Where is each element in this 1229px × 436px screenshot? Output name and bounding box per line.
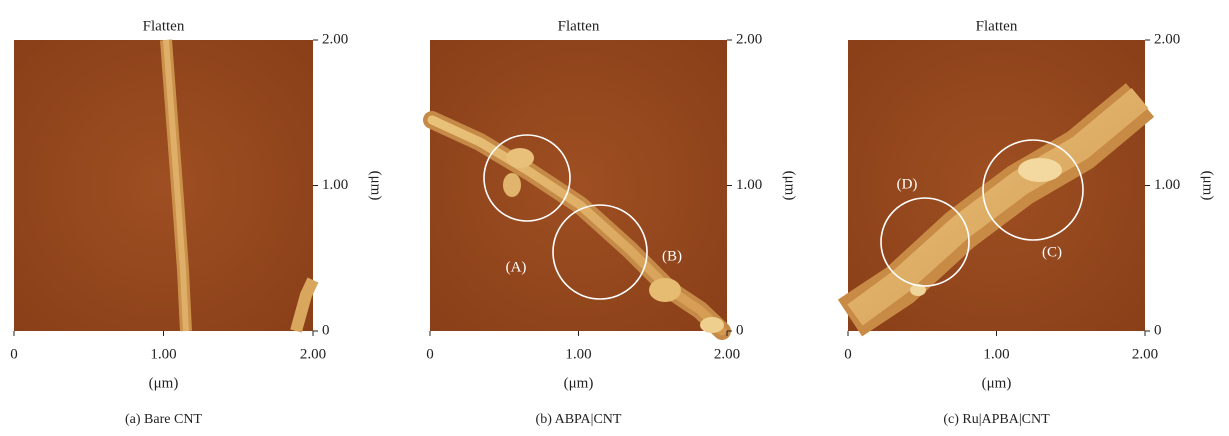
x-tick-label: 0 bbox=[426, 346, 434, 362]
highlight-circle bbox=[552, 204, 648, 300]
x-tick-label: 1.00 bbox=[565, 346, 591, 362]
x-tick-label: 2.00 bbox=[1132, 346, 1158, 362]
highlight-circle bbox=[483, 134, 571, 222]
y-tick-label: 2.00 bbox=[1154, 31, 1180, 47]
annotation: (A) bbox=[506, 259, 527, 275]
y-axis-label: (μm) bbox=[368, 171, 384, 201]
y-tick-label: 2.00 bbox=[322, 31, 348, 47]
x-axis-label: (μm) bbox=[564, 375, 594, 391]
caption: (c) Ru|APBA|CNT bbox=[943, 412, 1050, 427]
highlight-circle bbox=[982, 139, 1084, 241]
panel-title: Flatten bbox=[143, 18, 185, 34]
highlight-circle bbox=[880, 197, 970, 287]
y-tick-label: 0 bbox=[322, 322, 330, 338]
panel-title: Flatten bbox=[558, 18, 600, 34]
y-axis-label: (μm) bbox=[1200, 171, 1216, 201]
x-tick-label: 0 bbox=[844, 346, 852, 362]
caption: (a) Bare CNT bbox=[125, 412, 202, 427]
y-tick-label: 1.00 bbox=[1154, 177, 1180, 193]
x-axis-label: (μm) bbox=[149, 375, 179, 391]
annotation: (C) bbox=[1042, 244, 1062, 260]
x-axis-label: (μm) bbox=[982, 375, 1012, 391]
y-axis-label: (μm) bbox=[782, 171, 798, 201]
annotation: (B) bbox=[662, 248, 682, 264]
panel-title: Flatten bbox=[976, 18, 1018, 34]
afm-image-a bbox=[14, 39, 319, 333]
x-tick-label: 2.00 bbox=[300, 346, 326, 362]
afm-image-c bbox=[837, 40, 1155, 337]
afm-image-b bbox=[423, 40, 731, 340]
annotation: (D) bbox=[897, 176, 918, 192]
y-tick-label: 2.00 bbox=[736, 31, 762, 47]
y-tick-label: 1.00 bbox=[322, 177, 348, 193]
y-tick-label: 0 bbox=[1154, 322, 1162, 338]
x-tick-label: 0 bbox=[10, 346, 18, 362]
y-tick-label: 1.00 bbox=[736, 177, 762, 193]
caption: (b) ABPA|CNT bbox=[536, 412, 622, 427]
x-tick-label: 1.00 bbox=[150, 346, 176, 362]
x-tick-label: 1.00 bbox=[983, 346, 1009, 362]
x-tick-label: 2.00 bbox=[714, 346, 740, 362]
y-tick-label: 0 bbox=[736, 322, 744, 338]
